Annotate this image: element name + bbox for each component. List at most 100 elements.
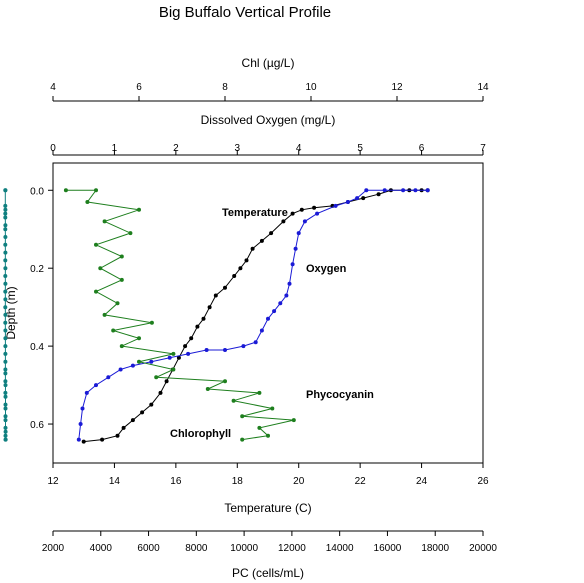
phycocyanin-point (3, 418, 8, 423)
oxygen-point (413, 188, 418, 193)
oxygen-point (355, 196, 360, 201)
phycocyanin-point (3, 320, 8, 325)
chlorophyll-series (63, 188, 296, 442)
do-axis-label: Dissolved Oxygen (mg/L) (201, 113, 336, 127)
temperature-point (115, 433, 120, 438)
oxygen-point (241, 344, 246, 349)
oxygen-point (118, 367, 123, 372)
phycocyanin-point (3, 433, 8, 438)
oxygen-point (76, 437, 81, 442)
do-tick-label: 5 (357, 143, 363, 154)
temperature-point (189, 336, 194, 341)
oxygen-point (425, 188, 430, 193)
do-tick-label: 2 (173, 143, 179, 154)
phycocyanin-point (3, 425, 8, 430)
temperature-point (207, 305, 212, 310)
temp-tick-label: 26 (477, 476, 489, 487)
depth-tick-label: 0.4 (30, 342, 44, 353)
temperature-point (232, 274, 237, 278)
do-tick-label: 7 (480, 143, 486, 154)
chlorophyll-point (102, 312, 107, 317)
phycocyanin-point (3, 336, 8, 341)
temperature-point (250, 246, 255, 251)
chlorophyll-point (171, 367, 176, 372)
chlorophyll-point (257, 390, 262, 395)
phycocyanin-point (3, 203, 8, 208)
oxygen-point (272, 309, 277, 314)
oxygen-point (223, 348, 227, 352)
phycocyanin-point (3, 351, 8, 356)
phycocyanin-point (3, 394, 8, 399)
phycocyanin-point (3, 297, 8, 302)
pc-tick-label: 20000 (469, 543, 497, 554)
phycocyanin-point (3, 414, 8, 419)
phycocyanin-point (3, 402, 8, 407)
phycocyanin-point (3, 227, 8, 232)
pc-tick-label: 6000 (137, 543, 160, 554)
chl-axis-label: Chl (µg/L) (242, 56, 295, 70)
do-tick-label: 1 (112, 143, 118, 154)
chlorophyll-point (291, 418, 296, 423)
depth-axis-label: Depth (m) (4, 286, 18, 339)
chlorophyll-point (137, 207, 141, 212)
chlorophyll-point (137, 336, 141, 341)
chart-title: Big Buffalo Vertical Profile (159, 4, 331, 21)
phycocyanin-point (3, 211, 8, 216)
temperature-line (83, 189, 428, 443)
chlorophyll-point (257, 425, 262, 430)
series-layer (3, 188, 430, 444)
oxygen-annotation: Oxygen (306, 263, 347, 275)
chlorophyll-point (240, 414, 245, 419)
temp-tick-label: 22 (355, 476, 367, 487)
pc-axis-label: PC (cells/mL) (232, 566, 304, 580)
chlorophyll-point (111, 328, 116, 333)
temperature-point (176, 355, 181, 360)
phycocyanin-point (3, 379, 8, 384)
oxygen-point (345, 200, 350, 204)
chl-tick-label: 10 (305, 82, 317, 93)
chl-tick-label: 4 (50, 82, 56, 93)
phycocyanin-point (3, 344, 8, 349)
oxygen-point (315, 211, 320, 216)
phycocyanin-point (3, 305, 8, 310)
pc-tick-label: 14000 (326, 543, 354, 554)
phycocyanin-point (3, 312, 8, 317)
temperature-point (183, 344, 188, 349)
oxygen-point (130, 363, 135, 368)
phycocyanin-point (3, 274, 8, 278)
chlorophyll-point (231, 398, 236, 403)
chlorophyll-point (115, 301, 120, 306)
phycocyanin-point (3, 215, 8, 220)
oxygen-point (94, 383, 98, 388)
chlorophyll-point (94, 188, 98, 193)
pc-tick-label: 8000 (185, 543, 208, 554)
chlorophyll-point (119, 254, 124, 259)
phycocyanin-point (3, 266, 8, 271)
chlorophyll-point (119, 344, 124, 349)
depth-tick-label: 0.6 (30, 420, 44, 431)
oxygen-point (266, 316, 270, 321)
chlorophyll-point (128, 231, 133, 236)
chlorophyll-point (223, 379, 227, 384)
temperature-point (376, 192, 381, 197)
pc-tick-label: 4000 (90, 543, 113, 554)
temperature-point (290, 211, 295, 216)
do-tick-label: 4 (296, 143, 302, 154)
phycocyanin-point (3, 371, 8, 376)
oxygen-point (302, 219, 307, 224)
chlorophyll-point (137, 359, 141, 364)
temperature-point (312, 205, 317, 210)
oxygen-point (80, 406, 85, 411)
temp-tick-label: 12 (47, 476, 59, 487)
chlorophyll-point (270, 406, 275, 411)
temperature-point (361, 196, 366, 201)
do-tick-label: 0 (50, 143, 56, 154)
temperature-annotation: Temperature (222, 207, 288, 219)
phycocyanin-point (3, 188, 8, 193)
temperature-point (149, 402, 154, 407)
chlorophyll-annotation: Chlorophyll (170, 428, 231, 440)
temperature-point (259, 238, 264, 243)
temperature-point (238, 266, 243, 271)
temperature-point (281, 219, 286, 224)
phycocyanin-point (3, 437, 8, 442)
